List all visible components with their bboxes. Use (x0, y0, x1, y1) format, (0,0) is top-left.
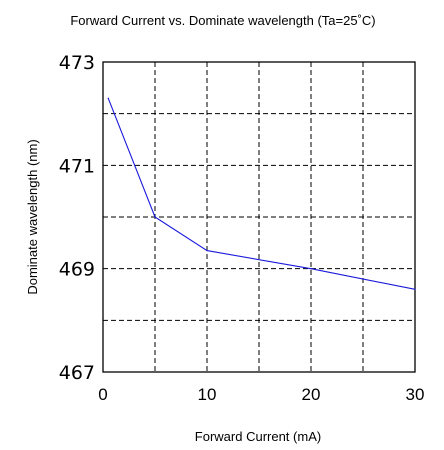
x-tick-label: 0 (98, 385, 107, 404)
data-point (108, 98, 109, 99)
series-line (108, 98, 415, 289)
data-point (414, 289, 415, 290)
series-layer (108, 98, 416, 290)
x-tick-label: 30 (406, 385, 425, 404)
data-point (206, 250, 207, 251)
grid-lines (103, 62, 415, 372)
y-tick-label: 467 (59, 362, 95, 384)
y-tick-label: 469 (59, 259, 95, 281)
tick-labels: 0 10 20 30 467 469 471 473 (59, 52, 425, 404)
y-axis-label: Dominate wavelength (nm) (25, 139, 40, 294)
x-tick-label: 10 (198, 385, 217, 404)
x-axis-label: Forward Current (mA) (195, 429, 321, 444)
y-tick-label: 471 (59, 155, 95, 177)
data-point (154, 216, 155, 217)
y-tick-label: 473 (59, 52, 95, 74)
x-tick-label: 20 (302, 385, 321, 404)
chart-title: Forward Current vs. Dominate wavelength … (70, 13, 375, 28)
data-point (310, 268, 311, 269)
